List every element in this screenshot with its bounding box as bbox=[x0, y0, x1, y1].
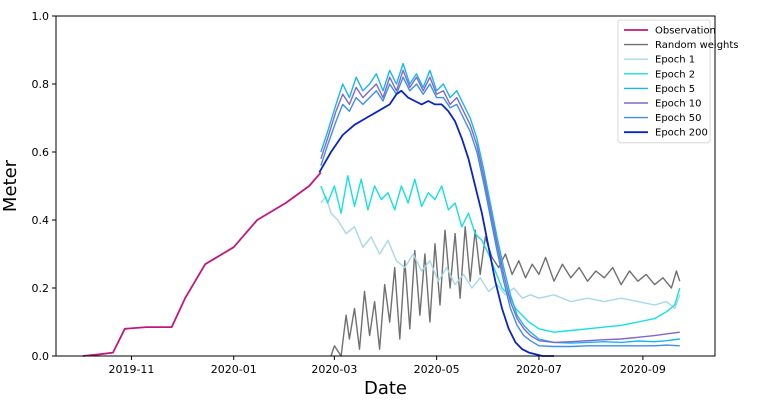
y-axis: 0.0 0.2 0.4 0.6 0.8 1.0 bbox=[32, 10, 56, 363]
y-tick-label: 0.2 bbox=[32, 282, 50, 295]
plot-lines bbox=[82, 62, 681, 357]
y-tick-label: 0.8 bbox=[32, 78, 50, 91]
series-line bbox=[320, 195, 681, 310]
series-line bbox=[320, 175, 681, 333]
y-tick-label: 0.0 bbox=[32, 350, 50, 363]
x-axis-title: Date bbox=[364, 378, 407, 399]
x-axis: 2019-11 2020-01 2020-03 2020-05 2020-07 2020-… bbox=[108, 356, 666, 376]
legend-label: Epoch 10 bbox=[655, 99, 702, 110]
x-tick-label: 2020-03 bbox=[311, 363, 357, 376]
y-tick-label: 0.6 bbox=[32, 146, 50, 159]
series-line bbox=[330, 226, 681, 357]
legend: Observation Random weights Epoch 1 Epoch 2 E… bbox=[617, 19, 739, 144]
y-axis-title: Meter bbox=[0, 159, 21, 212]
series-line bbox=[320, 62, 680, 344]
legend-label: Observation bbox=[655, 26, 716, 37]
x-tick-label: 2020-07 bbox=[516, 363, 562, 376]
plot-frame bbox=[55, 15, 716, 357]
legend-label: Epoch 5 bbox=[655, 84, 695, 95]
legend-label: Epoch 2 bbox=[655, 69, 695, 80]
x-tick-label: 2020-05 bbox=[414, 363, 460, 376]
series-line bbox=[320, 69, 680, 344]
y-tick-label: 0.4 bbox=[32, 214, 50, 227]
series-line bbox=[320, 76, 680, 348]
x-tick-label: 2019-11 bbox=[108, 363, 154, 376]
legend-label: Random weights bbox=[655, 40, 739, 51]
y-tick-label: 1.0 bbox=[32, 10, 50, 23]
x-tick-label: 2020-01 bbox=[211, 363, 257, 376]
legend-label: Epoch 50 bbox=[655, 113, 702, 124]
series-line bbox=[82, 171, 322, 357]
legend-label: Epoch 1 bbox=[655, 55, 695, 66]
legend-label: Epoch 200 bbox=[655, 128, 708, 139]
legend-box bbox=[617, 19, 711, 144]
x-tick-label: 2020-09 bbox=[620, 363, 666, 376]
series-line bbox=[318, 89, 554, 357]
